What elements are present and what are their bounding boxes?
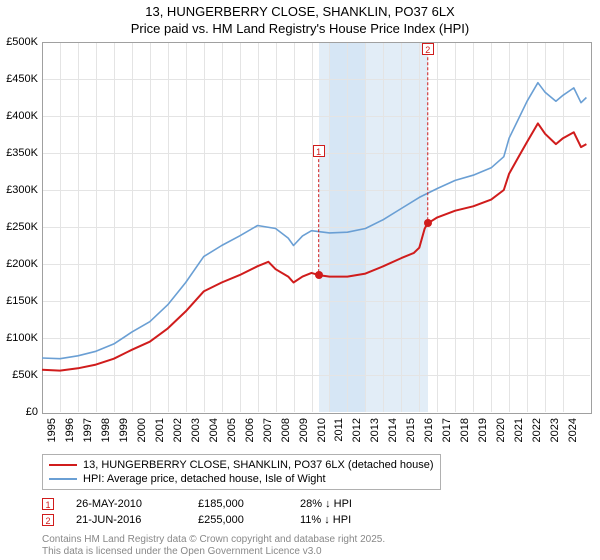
x-tick-label: 2019 [477, 418, 489, 442]
sale-delta: 11% ↓ HPI [300, 514, 351, 526]
legend-row: HPI: Average price, detached house, Isle… [49, 472, 434, 486]
footer: Contains HM Land Registry data © Crown c… [42, 534, 385, 558]
title-line2: Price paid vs. HM Land Registry's House … [0, 21, 600, 38]
x-tick-label: 1996 [64, 418, 76, 442]
y-tick-label: £100K [6, 332, 38, 344]
sales-row: 2 21-JUN-2016 £255,000 11% ↓ HPI [42, 512, 352, 528]
title-line1: 13, HUNGERBERRY CLOSE, SHANKLIN, PO37 6L… [0, 4, 600, 21]
footer-line2: This data is licensed under the Open Gov… [42, 546, 385, 558]
y-tick-label: £200K [6, 258, 38, 270]
y-tick-label: £0 [26, 406, 38, 418]
sale-marker-box: 1 [313, 145, 325, 157]
x-tick-label: 2007 [262, 418, 274, 442]
sales-table: 1 26-MAY-2010 £185,000 28% ↓ HPI 2 21-JUN-201… [42, 496, 352, 528]
y-tick-label: £300K [6, 184, 38, 196]
x-tick-label: 2003 [190, 418, 202, 442]
x-tick-label: 2013 [369, 418, 381, 442]
series-property [42, 123, 586, 370]
y-tick-label: £150K [6, 295, 38, 307]
x-tick-label: 2001 [154, 418, 166, 442]
x-tick-label: 2017 [441, 418, 453, 442]
y-tick-label: £400K [6, 110, 38, 122]
x-tick-label: 2005 [226, 418, 238, 442]
y-tick-label: £250K [6, 221, 38, 233]
x-tick-label: 2016 [423, 418, 435, 442]
x-tick-label: 2022 [531, 418, 543, 442]
x-tick-label: 2000 [136, 418, 148, 442]
x-tick-label: 2023 [549, 418, 561, 442]
x-tick-label: 2002 [172, 418, 184, 442]
x-tick-label: 1995 [46, 418, 58, 442]
sale-price: £255,000 [198, 514, 278, 526]
sale-delta: 28% ↓ HPI [300, 498, 352, 510]
legend-row: 13, HUNGERBERRY CLOSE, SHANKLIN, PO37 6L… [49, 458, 434, 472]
legend: 13, HUNGERBERRY CLOSE, SHANKLIN, PO37 6L… [42, 454, 590, 490]
footer-line1: Contains HM Land Registry data © Crown c… [42, 534, 385, 546]
x-tick-label: 1999 [118, 418, 130, 442]
sale-price: £185,000 [198, 498, 278, 510]
legend-swatch [49, 464, 77, 466]
x-tick-label: 2024 [567, 418, 579, 442]
x-tick-label: 2004 [208, 418, 220, 442]
x-tick-label: 2021 [513, 418, 525, 442]
x-tick-label: 2020 [495, 418, 507, 442]
x-tick-label: 2011 [333, 418, 345, 442]
chart-title: 13, HUNGERBERRY CLOSE, SHANKLIN, PO37 6L… [0, 0, 600, 38]
y-tick-label: £50K [12, 369, 38, 381]
x-tick-label: 2009 [298, 418, 310, 442]
sale-row-marker: 1 [42, 498, 54, 510]
x-tick-label: 2010 [316, 418, 328, 442]
sale-dot [315, 271, 323, 279]
x-tick-label: 1997 [82, 418, 94, 442]
x-tick-label: 2008 [280, 418, 292, 442]
legend-swatch [49, 478, 77, 480]
x-tick-label: 2014 [387, 418, 399, 442]
x-tick-label: 2006 [244, 418, 256, 442]
sale-date: 21-JUN-2016 [76, 514, 176, 526]
x-tick-label: 2018 [459, 418, 471, 442]
y-tick-label: £500K [6, 36, 38, 48]
legend-label: 13, HUNGERBERRY CLOSE, SHANKLIN, PO37 6L… [83, 459, 434, 471]
x-tick-label: 2015 [405, 418, 417, 442]
x-tick-label: 2012 [351, 418, 363, 442]
legend-label: HPI: Average price, detached house, Isle… [83, 473, 326, 485]
y-tick-label: £350K [6, 147, 38, 159]
chart-svg [42, 42, 590, 412]
series-hpi [42, 83, 586, 359]
x-tick-label: 1998 [100, 418, 112, 442]
sales-row: 1 26-MAY-2010 £185,000 28% ↓ HPI [42, 496, 352, 512]
y-tick-label: £450K [6, 73, 38, 85]
sale-marker-box: 2 [422, 43, 434, 55]
sale-date: 26-MAY-2010 [76, 498, 176, 510]
sale-row-marker: 2 [42, 514, 54, 526]
